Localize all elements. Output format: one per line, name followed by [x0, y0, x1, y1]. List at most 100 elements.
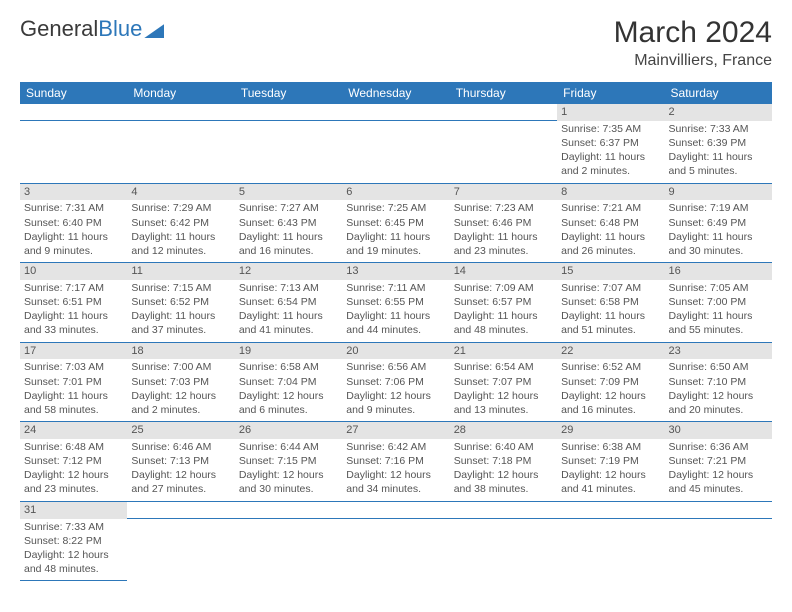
- day-number: 13: [342, 263, 449, 280]
- weekday-header: Tuesday: [235, 82, 342, 104]
- day-content: Sunrise: 6:42 AMSunset: 7:16 PMDaylight:…: [346, 440, 445, 497]
- day-cell: Sunrise: 6:52 AMSunset: 7:09 PMDaylight:…: [557, 359, 664, 421]
- weekday-header: Sunday: [20, 82, 127, 104]
- day-number: 18: [127, 342, 234, 359]
- day-number: [20, 104, 127, 121]
- day-cell: [127, 519, 234, 581]
- day-number: [235, 104, 342, 121]
- day-content: Sunrise: 6:48 AMSunset: 7:12 PMDaylight:…: [24, 440, 123, 497]
- day-number: 20: [342, 342, 449, 359]
- day-number: 29: [557, 422, 664, 439]
- day-number: 3: [20, 183, 127, 200]
- day-cell: Sunrise: 6:46 AMSunset: 7:13 PMDaylight:…: [127, 439, 234, 501]
- day-number-row: 31: [20, 501, 772, 518]
- day-cell: Sunrise: 7:21 AMSunset: 6:48 PMDaylight:…: [557, 200, 664, 262]
- day-cell: [557, 519, 664, 581]
- day-number: 15: [557, 263, 664, 280]
- day-cell: Sunrise: 6:38 AMSunset: 7:19 PMDaylight:…: [557, 439, 664, 501]
- day-content-row: Sunrise: 7:33 AMSunset: 8:22 PMDaylight:…: [20, 519, 772, 581]
- day-number: [342, 501, 449, 518]
- day-cell: Sunrise: 7:15 AMSunset: 6:52 PMDaylight:…: [127, 280, 234, 342]
- day-cell: Sunrise: 7:33 AMSunset: 8:22 PMDaylight:…: [20, 519, 127, 581]
- day-number: 27: [342, 422, 449, 439]
- header: GeneralBlue March 2024 Mainvilliers, Fra…: [20, 16, 772, 70]
- day-number: 23: [665, 342, 772, 359]
- day-number: [127, 104, 234, 121]
- day-cell: Sunrise: 6:50 AMSunset: 7:10 PMDaylight:…: [665, 359, 772, 421]
- day-content-row: Sunrise: 7:31 AMSunset: 6:40 PMDaylight:…: [20, 200, 772, 262]
- day-number: [342, 104, 449, 121]
- day-cell: Sunrise: 6:54 AMSunset: 7:07 PMDaylight:…: [450, 359, 557, 421]
- day-number: 1: [557, 104, 664, 121]
- day-cell: [342, 519, 449, 581]
- day-number-row: 12: [20, 104, 772, 121]
- day-content-row: Sunrise: 6:48 AMSunset: 7:12 PMDaylight:…: [20, 439, 772, 501]
- day-content: Sunrise: 7:23 AMSunset: 6:46 PMDaylight:…: [454, 201, 553, 258]
- day-cell: Sunrise: 7:00 AMSunset: 7:03 PMDaylight:…: [127, 359, 234, 421]
- day-cell: Sunrise: 6:48 AMSunset: 7:12 PMDaylight:…: [20, 439, 127, 501]
- day-content: Sunrise: 7:21 AMSunset: 6:48 PMDaylight:…: [561, 201, 660, 258]
- day-content: Sunrise: 6:56 AMSunset: 7:06 PMDaylight:…: [346, 360, 445, 417]
- day-cell: Sunrise: 7:13 AMSunset: 6:54 PMDaylight:…: [235, 280, 342, 342]
- day-cell: Sunrise: 7:23 AMSunset: 6:46 PMDaylight:…: [450, 200, 557, 262]
- day-cell: Sunrise: 7:05 AMSunset: 7:00 PMDaylight:…: [665, 280, 772, 342]
- day-content: Sunrise: 7:33 AMSunset: 6:39 PMDaylight:…: [669, 122, 768, 179]
- day-number: 14: [450, 263, 557, 280]
- day-number-row: 24252627282930: [20, 422, 772, 439]
- day-number: 28: [450, 422, 557, 439]
- day-cell: Sunrise: 7:35 AMSunset: 6:37 PMDaylight:…: [557, 121, 664, 183]
- day-content: Sunrise: 7:27 AMSunset: 6:43 PMDaylight:…: [239, 201, 338, 258]
- day-content: Sunrise: 6:58 AMSunset: 7:04 PMDaylight:…: [239, 360, 338, 417]
- day-cell: Sunrise: 6:58 AMSunset: 7:04 PMDaylight:…: [235, 359, 342, 421]
- day-content: Sunrise: 7:25 AMSunset: 6:45 PMDaylight:…: [346, 201, 445, 258]
- day-cell: [127, 121, 234, 183]
- logo-word1: General: [20, 16, 98, 41]
- day-number: 2: [665, 104, 772, 121]
- day-cell: Sunrise: 7:07 AMSunset: 6:58 PMDaylight:…: [557, 280, 664, 342]
- weekday-header: Saturday: [665, 82, 772, 104]
- day-number: 25: [127, 422, 234, 439]
- day-number: 7: [450, 183, 557, 200]
- day-cell: Sunrise: 7:03 AMSunset: 7:01 PMDaylight:…: [20, 359, 127, 421]
- day-cell: Sunrise: 7:19 AMSunset: 6:49 PMDaylight:…: [665, 200, 772, 262]
- day-number: 17: [20, 342, 127, 359]
- weekday-header: Monday: [127, 82, 234, 104]
- day-cell: [235, 519, 342, 581]
- day-number: [450, 501, 557, 518]
- day-cell: Sunrise: 6:36 AMSunset: 7:21 PMDaylight:…: [665, 439, 772, 501]
- day-content-row: Sunrise: 7:03 AMSunset: 7:01 PMDaylight:…: [20, 359, 772, 421]
- day-content: Sunrise: 6:52 AMSunset: 7:09 PMDaylight:…: [561, 360, 660, 417]
- day-content: Sunrise: 7:33 AMSunset: 8:22 PMDaylight:…: [24, 520, 123, 577]
- day-content: Sunrise: 6:36 AMSunset: 7:21 PMDaylight:…: [669, 440, 768, 497]
- day-content-row: Sunrise: 7:17 AMSunset: 6:51 PMDaylight:…: [20, 280, 772, 342]
- day-cell: Sunrise: 7:11 AMSunset: 6:55 PMDaylight:…: [342, 280, 449, 342]
- day-content: Sunrise: 7:13 AMSunset: 6:54 PMDaylight:…: [239, 281, 338, 338]
- day-cell: [450, 121, 557, 183]
- day-content: Sunrise: 7:00 AMSunset: 7:03 PMDaylight:…: [131, 360, 230, 417]
- day-content: Sunrise: 7:17 AMSunset: 6:51 PMDaylight:…: [24, 281, 123, 338]
- day-number: [450, 104, 557, 121]
- day-content: Sunrise: 7:03 AMSunset: 7:01 PMDaylight:…: [24, 360, 123, 417]
- day-content: Sunrise: 7:35 AMSunset: 6:37 PMDaylight:…: [561, 122, 660, 179]
- day-number: [665, 501, 772, 518]
- day-number: [127, 501, 234, 518]
- day-cell: [20, 121, 127, 183]
- location: Mainvilliers, France: [614, 52, 772, 70]
- day-number: 26: [235, 422, 342, 439]
- weekday-header-row: Sunday Monday Tuesday Wednesday Thursday…: [20, 82, 772, 104]
- day-number: 19: [235, 342, 342, 359]
- day-number-row: 3456789: [20, 183, 772, 200]
- day-cell: [450, 519, 557, 581]
- day-number-row: 17181920212223: [20, 342, 772, 359]
- day-content: Sunrise: 7:07 AMSunset: 6:58 PMDaylight:…: [561, 281, 660, 338]
- day-content: Sunrise: 7:09 AMSunset: 6:57 PMDaylight:…: [454, 281, 553, 338]
- logo-word2: Blue: [98, 16, 142, 41]
- day-content-row: Sunrise: 7:35 AMSunset: 6:37 PMDaylight:…: [20, 121, 772, 183]
- day-content: Sunrise: 6:44 AMSunset: 7:15 PMDaylight:…: [239, 440, 338, 497]
- day-number: 30: [665, 422, 772, 439]
- day-number: 9: [665, 183, 772, 200]
- month-title: March 2024: [614, 16, 772, 50]
- day-number: 21: [450, 342, 557, 359]
- day-cell: Sunrise: 6:42 AMSunset: 7:16 PMDaylight:…: [342, 439, 449, 501]
- day-cell: Sunrise: 7:09 AMSunset: 6:57 PMDaylight:…: [450, 280, 557, 342]
